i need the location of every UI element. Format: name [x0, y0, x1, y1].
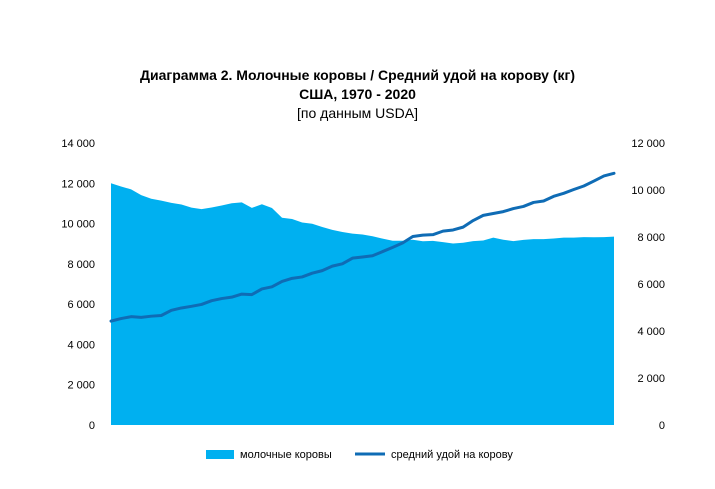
series-line-yield	[109, 171, 616, 323]
left-axis-tick-label: 10 000	[61, 219, 95, 231]
left-axis-tick-label: 8 000	[67, 259, 95, 271]
left-axis-tick-label: 0	[89, 420, 95, 432]
right-axis-tick-label: 8 000	[637, 232, 665, 244]
right-axis: 0 2 000 4 000 6 000 8 000 10 000 12 000	[631, 138, 665, 432]
right-axis-tick-label: 4 000	[637, 326, 665, 338]
legend: молочные коровы средний удой на корову	[206, 449, 513, 461]
left-axis-tick-label: 4 000	[67, 339, 95, 351]
right-axis-tick-label: 0	[659, 420, 665, 432]
chart-source-note: [по данным USDA]	[297, 105, 418, 121]
chart-title: Диаграмма 2. Молочные коровы / Средний у…	[140, 67, 575, 83]
legend-label-cows: молочные коровы	[240, 449, 332, 461]
right-axis-tick-label: 10 000	[631, 185, 665, 197]
left-axis-tick-label: 2 000	[67, 380, 95, 392]
plot-area	[109, 171, 616, 425]
chart-subtitle: США, 1970 - 2020	[299, 86, 416, 102]
right-axis-tick-label: 6 000	[637, 279, 665, 291]
right-axis-tick-label: 2 000	[637, 373, 665, 385]
legend-swatch-cows	[206, 450, 234, 459]
left-axis-tick-label: 14 000	[61, 138, 95, 150]
chart-title-block: Диаграмма 2. Молочные коровы / Средний у…	[0, 66, 715, 123]
right-axis-tick-label: 12 000	[631, 138, 665, 150]
left-axis: 0 2 000 4 000 6 000 8 000 10 000 12 000 14 000	[61, 138, 95, 432]
legend-label-yield: средний удой на корову	[391, 449, 513, 461]
series-area-cows	[111, 183, 614, 425]
left-axis-tick-label: 12 000	[61, 178, 95, 190]
left-axis-tick-label: 6 000	[67, 299, 95, 311]
